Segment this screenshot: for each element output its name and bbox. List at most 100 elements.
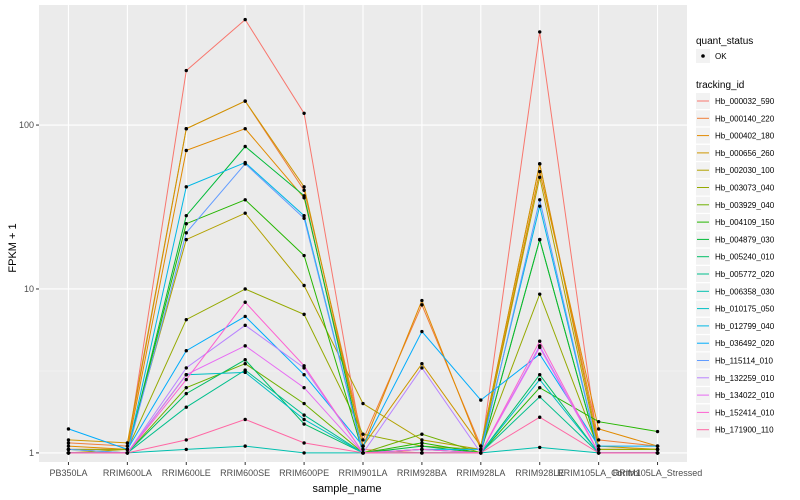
axes: 1 10 100 PB350LA RRIM600LA RRIM600LE RRIM600SE… — [19, 120, 702, 478]
legend-item-label: Hb_152414_010 — [715, 408, 775, 417]
legend-item-label: Hb_171900_110 — [715, 426, 774, 435]
legend-item-label: Hb_005772_020 — [715, 270, 775, 279]
data-point-hb-000140-220 — [302, 188, 306, 192]
data-point-hb-171900-110 — [420, 451, 424, 455]
x-tick-label: RRIM600LE — [162, 468, 211, 478]
legend-point-icon — [701, 54, 705, 58]
data-point-hb-010175-050 — [243, 370, 247, 375]
data-point-hb-036492-020 — [125, 447, 130, 452]
legend-tracking-title: tracking_id — [696, 80, 744, 91]
data-point-hb-171900-110 — [302, 441, 306, 445]
legend-item-label: Hb_006358_030 — [715, 287, 775, 296]
data-point-hb-012799-040 — [479, 447, 483, 452]
data-point-hb-000402-180 — [596, 427, 601, 431]
legend-item-label: Hb_002030_100 — [715, 166, 775, 175]
data-point-hb-171900-110 — [538, 415, 542, 419]
legend-item-label: Hb_115114_010 — [715, 357, 774, 366]
legend-item-label: OK — [715, 52, 727, 61]
data-point-hb-115114-010 — [66, 447, 71, 452]
x-tick-label: RRIM600PE — [279, 468, 329, 478]
legend-item-label: Hb_003929_040 — [715, 201, 775, 210]
legend-item-label: Hb_000656_260 — [715, 149, 775, 158]
data-point-hb-004109-150 — [538, 385, 542, 390]
data-point-hb-002030-100 — [538, 175, 542, 180]
data-point-hb-000032-590 — [243, 17, 247, 22]
legend: quant_status tracking_id OK Hb_000032_590… — [696, 36, 775, 438]
data-point-hb-000656-260 — [479, 444, 483, 448]
data-point-hb-012799-040 — [538, 204, 542, 208]
data-point-hb-006358-030 — [184, 447, 188, 452]
data-point-hb-004879-030 — [184, 213, 188, 218]
data-point-hb-003073-040 — [243, 287, 247, 291]
data-point-hb-004109-150 — [420, 441, 424, 445]
data-point-hb-171900-110 — [125, 451, 130, 455]
data-point-hb-000140-220 — [125, 444, 130, 448]
data-point-hb-000402-180 — [538, 169, 542, 174]
data-point-hb-002030-100 — [184, 237, 188, 242]
data-point-hb-171900-110 — [66, 451, 71, 455]
data-point-hb-004109-150 — [302, 253, 306, 258]
data-point-hb-171900-110 — [184, 438, 188, 442]
data-point-hb-132259-010 — [243, 323, 247, 328]
data-point-hb-004879-030 — [302, 194, 306, 198]
data-point-hb-003073-040 — [596, 447, 601, 452]
data-point-hb-152414-010 — [538, 339, 542, 343]
data-point-hb-000140-220 — [361, 438, 365, 442]
data-point-hb-115114-010 — [538, 198, 542, 202]
data-point-hb-134022-010 — [538, 345, 542, 350]
data-point-hb-002030-100 — [243, 211, 247, 215]
data-point-hb-005772-020 — [302, 413, 306, 417]
x-tick-label: PB350LA — [49, 468, 87, 478]
data-point-hb-003073-040 — [361, 432, 365, 436]
legend-item-label: Hb_000140_220 — [715, 114, 775, 123]
data-point-hb-036492-020 — [538, 352, 542, 356]
data-point-hb-005240-010 — [184, 391, 188, 396]
data-point-hb-134022-010 — [243, 344, 247, 348]
data-point-hb-004109-150 — [655, 429, 660, 434]
data-point-hb-171900-110 — [655, 451, 660, 455]
data-point-hb-000656-260 — [302, 185, 306, 189]
data-point-hb-152414-010 — [302, 364, 306, 368]
data-point-hb-000656-260 — [420, 362, 424, 366]
data-point-hb-003929-040 — [184, 385, 188, 390]
data-point-hb-004109-150 — [243, 198, 247, 202]
data-point-hb-036492-020 — [655, 444, 660, 448]
legend-item-label: Hb_134022_010 — [715, 391, 775, 400]
x-tick-label: RRIM928LA — [456, 468, 505, 478]
data-point-hb-002030-100 — [302, 283, 306, 288]
data-point-hb-005240-010 — [302, 422, 306, 426]
data-point-hb-006358-030 — [243, 444, 247, 448]
data-point-hb-012799-040 — [184, 185, 188, 189]
data-point-hb-000032-590 — [184, 68, 188, 73]
data-point-hb-000402-180 — [420, 298, 424, 303]
data-point-hb-115114-010 — [302, 216, 306, 220]
legend-item-label: Hb_000402_180 — [715, 132, 775, 141]
data-point-hb-152414-010 — [420, 447, 424, 452]
data-point-hb-005772-020 — [538, 395, 542, 399]
legend-item-label: Hb_004879_030 — [715, 235, 775, 244]
data-point-hb-012799-040 — [302, 213, 306, 218]
data-point-hb-171900-110 — [596, 451, 601, 455]
data-point-hb-000656-260 — [125, 441, 130, 445]
data-point-hb-115114-010 — [184, 231, 188, 235]
data-point-hb-036492-020 — [420, 329, 424, 334]
data-point-hb-000656-260 — [243, 99, 247, 103]
data-point-hb-002030-100 — [420, 438, 424, 442]
data-point-hb-000140-220 — [66, 441, 71, 445]
data-point-hb-004879-030 — [243, 144, 247, 149]
data-point-hb-036492-020 — [184, 349, 188, 353]
data-point-hb-005772-020 — [184, 405, 188, 409]
legend-item-label: Hb_010175_050 — [715, 305, 775, 314]
y-tick-label: 1 — [29, 448, 34, 458]
data-point-hb-000656-260 — [66, 438, 71, 442]
data-point-hb-003073-040 — [655, 447, 660, 452]
data-point-hb-000402-180 — [243, 127, 247, 131]
data-point-hb-115114-010 — [243, 162, 247, 166]
data-point-hb-003929-040 — [420, 432, 424, 436]
legend-item-label: Hb_036492_020 — [715, 339, 775, 348]
data-point-hb-134022-010 — [184, 372, 188, 377]
legend-quant-title: quant_status — [696, 36, 753, 47]
data-point-hb-003929-040 — [302, 401, 306, 406]
data-point-hb-152414-010 — [243, 300, 247, 304]
